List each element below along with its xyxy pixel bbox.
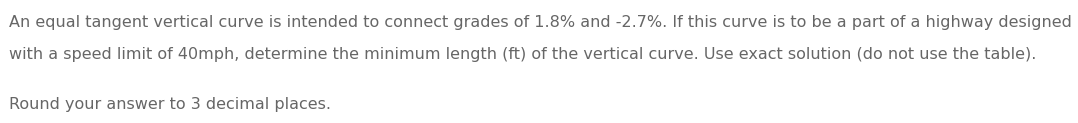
Text: Round your answer to 3 decimal places.: Round your answer to 3 decimal places. — [9, 97, 331, 112]
Text: with a speed limit of 40mph, determine the minimum length (ft) of the vertical c: with a speed limit of 40mph, determine t… — [9, 47, 1036, 62]
Text: An equal tangent vertical curve is intended to connect grades of 1.8% and -2.7%.: An equal tangent vertical curve is inten… — [9, 15, 1072, 30]
